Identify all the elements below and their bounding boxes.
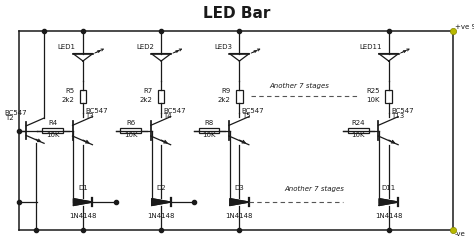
Text: BC547: BC547 xyxy=(85,108,108,114)
Bar xyxy=(158,90,164,103)
Bar xyxy=(385,90,392,103)
Text: T2: T2 xyxy=(5,114,13,121)
Text: R9: R9 xyxy=(221,88,231,94)
Text: Another 7 stages: Another 7 stages xyxy=(284,186,344,192)
Bar xyxy=(42,128,63,133)
Text: 1N4148: 1N4148 xyxy=(147,213,175,219)
Text: 1N4148: 1N4148 xyxy=(226,213,253,219)
Text: 10K: 10K xyxy=(124,132,137,138)
Text: LED1: LED1 xyxy=(58,44,76,50)
Text: R25: R25 xyxy=(367,88,380,94)
Text: R6: R6 xyxy=(126,120,136,126)
Text: +ve 9V: +ve 9V xyxy=(455,24,474,30)
Text: 1N4148: 1N4148 xyxy=(69,213,97,219)
Text: R4: R4 xyxy=(48,120,57,126)
Bar xyxy=(120,128,141,133)
Text: R7: R7 xyxy=(143,88,153,94)
Text: -ve: -ve xyxy=(455,231,466,237)
Text: D3: D3 xyxy=(235,185,244,191)
Text: 10K: 10K xyxy=(202,132,216,138)
Text: LED2: LED2 xyxy=(136,44,154,50)
Text: 10K: 10K xyxy=(46,132,59,138)
Text: 2k2: 2k2 xyxy=(62,97,74,103)
Text: 1N4148: 1N4148 xyxy=(375,213,402,219)
Text: R24: R24 xyxy=(352,120,365,126)
Text: T4: T4 xyxy=(164,113,172,119)
Text: BC547: BC547 xyxy=(391,108,414,114)
Text: 10K: 10K xyxy=(352,132,365,138)
Text: R5: R5 xyxy=(65,88,74,94)
Bar xyxy=(199,128,219,133)
Text: 2k2: 2k2 xyxy=(140,97,153,103)
Polygon shape xyxy=(152,199,171,205)
Polygon shape xyxy=(230,199,249,205)
Text: D2: D2 xyxy=(156,185,166,191)
Text: LED3: LED3 xyxy=(214,44,232,50)
Text: LED11: LED11 xyxy=(359,44,382,50)
Text: T13: T13 xyxy=(391,113,404,119)
Text: BC547: BC547 xyxy=(5,110,27,116)
Polygon shape xyxy=(73,199,92,205)
Text: T5: T5 xyxy=(242,113,250,119)
Text: 10K: 10K xyxy=(367,97,380,103)
Bar xyxy=(236,90,243,103)
Text: 2k2: 2k2 xyxy=(218,97,231,103)
Text: BC547: BC547 xyxy=(164,108,186,114)
Text: D11: D11 xyxy=(382,185,396,191)
Polygon shape xyxy=(379,199,398,205)
Text: D1: D1 xyxy=(78,185,88,191)
Text: LED Bar: LED Bar xyxy=(203,6,271,21)
Bar xyxy=(80,90,86,103)
Bar xyxy=(348,128,369,133)
Text: R8: R8 xyxy=(204,120,214,126)
Text: T3: T3 xyxy=(85,113,94,119)
Text: BC547: BC547 xyxy=(242,108,264,114)
Text: Another 7 stages: Another 7 stages xyxy=(270,83,330,89)
